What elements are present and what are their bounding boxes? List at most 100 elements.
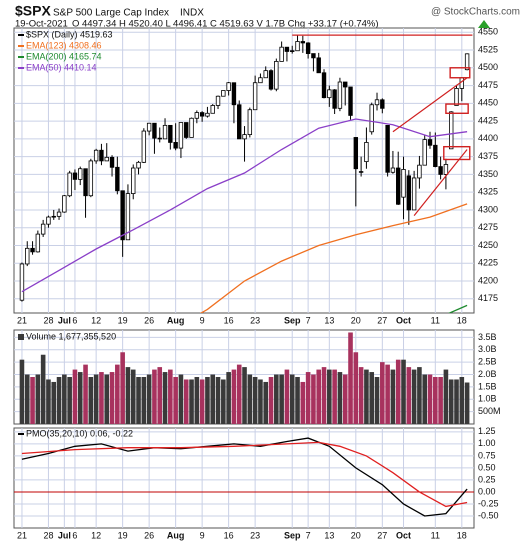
y-tick-label: 0.00	[478, 486, 496, 496]
candle-body	[19, 263, 25, 301]
x-tick-label: Oct	[396, 530, 411, 540]
volume-bar	[109, 372, 115, 424]
candle-body	[78, 168, 83, 180]
x-tick-label: 28	[43, 315, 53, 325]
volume-bar	[353, 352, 359, 424]
candle-body	[258, 77, 263, 84]
x-tick-label: 7	[306, 530, 311, 540]
candle-body	[464, 53, 470, 71]
volume-bar	[406, 367, 412, 424]
y-tick-label: 4250	[478, 240, 498, 250]
y-tick-label: 0.50	[478, 462, 496, 472]
candle-body	[305, 42, 311, 54]
candle-body	[210, 105, 215, 114]
volume-bar	[417, 367, 422, 424]
candle-body	[268, 70, 274, 90]
candle-body	[438, 166, 443, 175]
candle-body	[449, 111, 454, 150]
candle-body	[321, 72, 327, 99]
volume-bar	[125, 367, 131, 424]
candle-body	[274, 61, 279, 90]
annotation-box	[443, 145, 471, 161]
x-tick-label: 12	[91, 315, 101, 325]
candle-body	[199, 112, 205, 117]
candle-body	[332, 89, 337, 109]
series-line	[21, 437, 468, 517]
y-tick-label: 4550	[478, 27, 498, 37]
volume-bar	[300, 381, 306, 424]
candle-body	[237, 104, 242, 140]
candle-body	[125, 193, 131, 241]
volume-bar	[295, 377, 300, 424]
date: 19-Oct-2021	[15, 19, 68, 30]
volume-bar	[168, 369, 173, 424]
volume-bar	[247, 374, 253, 424]
volume-bar	[284, 369, 290, 424]
volume-bar	[141, 377, 147, 424]
volume-bar	[88, 377, 94, 424]
volume-bar	[316, 369, 322, 424]
y-tick-label: 4500	[478, 62, 498, 72]
volume-bar	[274, 374, 279, 424]
series-line	[199, 203, 468, 313]
candle-body	[316, 57, 321, 74]
y-tick-label: -0.25	[478, 498, 499, 508]
candle-body	[104, 156, 109, 162]
candle-body	[433, 144, 438, 167]
candle-body	[422, 139, 427, 166]
volume-bar	[443, 369, 449, 424]
y-tick-label: 4375	[478, 151, 498, 161]
x-tick-label: 18	[457, 315, 467, 325]
x-tick-label: 16	[224, 315, 234, 325]
x-tick-label: 16	[224, 530, 234, 540]
volume-bar	[380, 362, 385, 424]
candle-body	[120, 190, 125, 241]
legend-swatch	[18, 334, 24, 340]
candle-body	[72, 172, 78, 180]
candle-body	[93, 149, 99, 162]
volume-bar	[242, 367, 247, 424]
candle-body	[231, 82, 237, 106]
volume-bar	[422, 374, 428, 424]
x-tick-label: 27	[377, 530, 387, 540]
volume-bar	[226, 372, 231, 424]
volume-bar	[173, 377, 178, 424]
x-tick-label: 11	[431, 315, 440, 325]
candle-body	[427, 139, 433, 146]
volume-bar	[221, 379, 226, 424]
candle-body	[364, 142, 369, 163]
x-tick-label: 19	[118, 530, 128, 540]
x-tick-label: 6	[72, 530, 77, 540]
candle-body	[242, 134, 247, 140]
volume-bar	[215, 377, 221, 424]
x-tick-label: 21	[17, 530, 27, 540]
candle-body	[226, 82, 231, 91]
y-tick-label: 4225	[478, 258, 498, 268]
x-tick-label: 20	[351, 315, 361, 325]
candle-body	[162, 124, 168, 140]
candle-body	[194, 112, 200, 119]
volume-bar	[385, 364, 390, 424]
x-tick-label: 9	[200, 530, 205, 540]
source: @ StockCharts.com	[431, 7, 520, 18]
y-tick-label: 0.25	[478, 474, 496, 484]
volume-bar	[30, 377, 35, 424]
candle-body	[247, 109, 253, 136]
candle-body	[136, 161, 141, 169]
trendline	[413, 149, 468, 217]
volume-bar	[364, 369, 369, 424]
x-tick-label: 6	[72, 315, 77, 325]
volume-bar	[395, 359, 401, 424]
x-tick-label: 11	[431, 530, 440, 540]
y-tick-label: 1.0B	[478, 394, 497, 404]
series-line	[21, 118, 468, 293]
candle-body	[369, 104, 374, 133]
plot-layer: 4175 4200 4225 4250 4275 4300 4325 4350 4375 4400…	[14, 27, 501, 540]
x-tick-label: 21	[17, 315, 27, 325]
x-tick-label: 13	[324, 315, 334, 325]
candle-body	[406, 175, 412, 211]
x-tick-label: 18	[457, 530, 467, 540]
volume-bar	[51, 381, 57, 424]
volume-bar	[146, 374, 152, 424]
